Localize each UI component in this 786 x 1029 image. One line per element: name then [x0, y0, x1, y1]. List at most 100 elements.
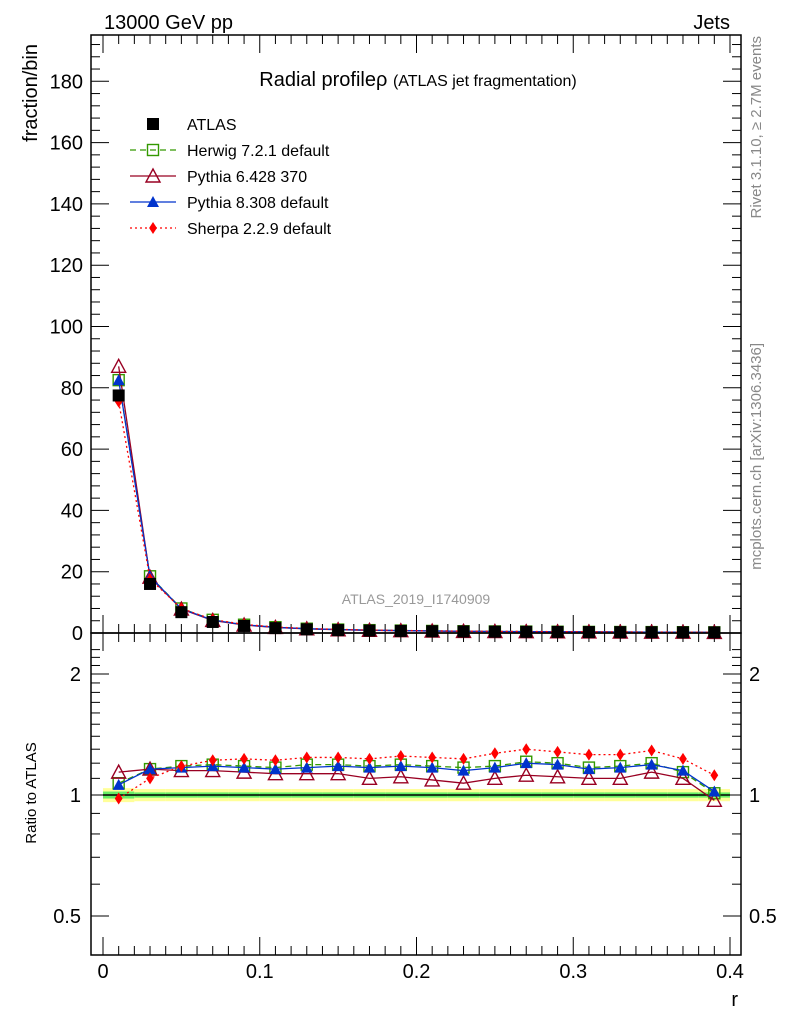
main-plot-ticks: 0 20 40 60 80 100 120 140 160 180	[50, 35, 741, 645]
main-plot-ylabel: fraction/bin	[20, 44, 42, 142]
data-point-marker	[488, 761, 501, 773]
y-tick-label: 120	[50, 255, 83, 277]
data-point-marker	[298, 765, 315, 781]
series-atlas	[112, 389, 721, 639]
data-point-marker	[394, 624, 407, 637]
data-point-marker	[674, 769, 692, 786]
data-point-marker	[396, 750, 405, 763]
side-label-upper: Rivet 3.1.10, ≥ 2.7M events	[748, 36, 765, 219]
header-right-label: Jets	[693, 12, 730, 34]
data-point-marker	[394, 760, 407, 772]
y-tick-label: 80	[61, 378, 83, 400]
data-point-marker	[334, 751, 343, 764]
data-point-marker	[710, 769, 719, 782]
data-point-marker	[459, 752, 468, 765]
data-point-marker	[424, 771, 441, 787]
ratio-y-tick-label-right: 1	[749, 785, 760, 807]
data-point-marker	[455, 774, 472, 790]
data-point-marker	[676, 764, 689, 776]
legend-label: Pythia 6.428 370	[187, 169, 307, 186]
data-point-marker	[240, 752, 248, 765]
data-point-marker	[522, 743, 531, 756]
ratio-plot-ticks: 0.5 0.5 1 1 2 2 0 0.1 0.2 0.3 0.4	[53, 633, 777, 983]
legend-label: ATLAS	[187, 117, 237, 134]
data-point-marker	[553, 745, 562, 758]
data-point-marker	[520, 625, 533, 638]
data-point-marker	[302, 751, 311, 764]
ratio-series-line	[118, 762, 715, 793]
data-point-marker	[643, 763, 660, 779]
y-tick-label: 140	[50, 194, 83, 216]
ratio-plot-panel: 0.5 0.5 1 1 2 2 0 0.1 0.2 0.3 0.4 Ratio to ATLAS r	[23, 632, 777, 1011]
data-point-marker	[679, 752, 687, 765]
data-point-marker	[112, 374, 125, 386]
data-point-marker	[147, 196, 159, 207]
data-point-marker	[112, 389, 125, 402]
data-point-marker	[269, 763, 282, 775]
data-point-marker	[144, 763, 157, 775]
x-tick-label: 0	[97, 961, 108, 983]
legend-label: Herwig 7.2.1 default	[187, 143, 330, 160]
x-tick-label: 0.2	[403, 961, 431, 983]
data-point-marker	[580, 769, 598, 786]
data-point-marker	[206, 615, 219, 628]
data-point-marker	[614, 626, 627, 639]
data-point-marker	[329, 765, 347, 781]
main-plot-title: Radial profileρ (ATLAS jet fragmentation…	[259, 69, 576, 91]
data-point-marker	[361, 769, 378, 786]
data-point-marker	[238, 619, 251, 632]
data-point-marker	[392, 768, 409, 784]
ratio-series-sherpa-2-2-9-default	[114, 743, 719, 805]
main-plot-series	[110, 357, 723, 640]
data-point-marker	[612, 769, 629, 786]
ratio-plot-series	[110, 743, 723, 808]
y-tick-label: 40	[61, 500, 83, 522]
ratio-y-tick-label: 0.5	[53, 906, 81, 928]
ratio-plot-ylabel: Ratio to ATLAS	[23, 742, 40, 843]
data-point-marker	[146, 772, 154, 785]
y-tick-label: 180	[50, 71, 83, 93]
data-point-marker	[110, 763, 127, 779]
data-point-marker	[114, 792, 123, 805]
ratio-y-tick-label-right: 2	[749, 664, 760, 686]
y-tick-label: 60	[61, 439, 83, 461]
x-tick-label: 0.4	[716, 961, 744, 983]
data-point-marker	[490, 747, 499, 760]
data-point-marker	[365, 752, 374, 765]
data-point-marker	[551, 758, 564, 770]
data-point-marker	[426, 625, 439, 638]
side-label-lower: mcplots.cern.ch [arXiv:1306.3436]	[748, 343, 765, 570]
legend: ATLAS Herwig 7.2.1 default Pythia 6.428 37…	[130, 117, 332, 238]
data-point-marker	[363, 761, 376, 773]
data-point-marker	[271, 754, 280, 767]
data-point-marker	[177, 760, 186, 773]
y-tick-label: 100	[50, 317, 83, 339]
data-point-marker	[147, 118, 159, 130]
data-point-marker	[585, 748, 593, 761]
main-plot-watermark: ATLAS_2019_I1740909	[342, 591, 491, 607]
data-point-marker	[175, 606, 188, 619]
y-tick-label: 20	[61, 562, 83, 584]
data-point-marker	[112, 778, 125, 790]
main-plot-panel: 0 20 40 60 80 100 120 140 160 180 Radial profileρ…	[20, 34, 742, 645]
x-axis-label: r	[731, 989, 738, 1011]
ratio-series-line	[118, 748, 715, 800]
data-point-marker	[144, 577, 157, 590]
data-point-marker	[457, 764, 470, 776]
data-point-marker	[426, 761, 439, 773]
data-point-marker	[582, 626, 595, 639]
data-point-marker	[645, 626, 658, 639]
data-point-marker	[149, 222, 157, 234]
data-point-marker	[520, 757, 533, 769]
data-point-marker	[616, 748, 625, 761]
data-point-marker	[457, 625, 470, 638]
data-point-marker	[549, 768, 566, 784]
data-point-marker	[146, 143, 160, 157]
legend-label: Pythia 8.308 default	[187, 195, 329, 212]
data-point-marker	[614, 761, 627, 773]
x-tick-label: 0.1	[246, 961, 274, 983]
data-point-marker	[708, 785, 721, 797]
data-point-marker	[428, 751, 437, 764]
data-point-marker	[518, 766, 535, 782]
data-point-marker	[647, 744, 656, 757]
